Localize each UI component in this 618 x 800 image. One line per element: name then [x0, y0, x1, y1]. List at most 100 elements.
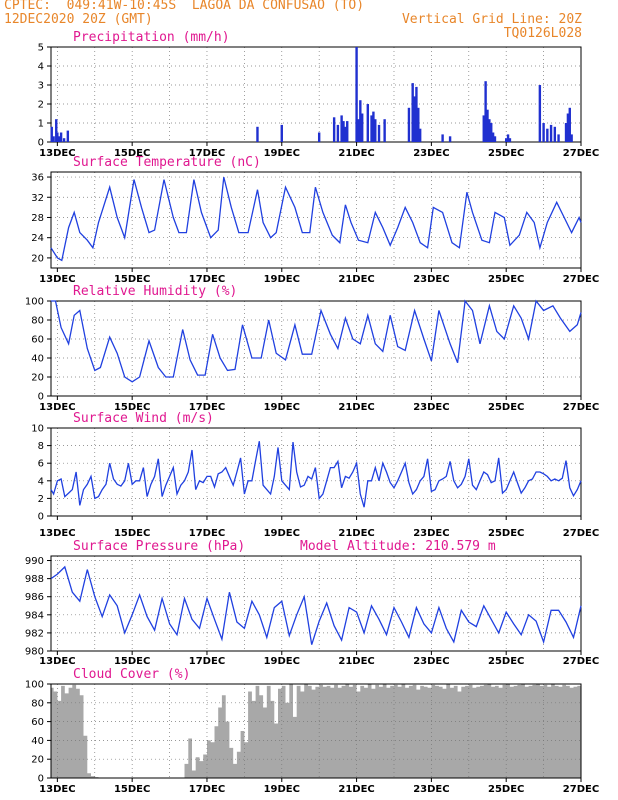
- y-tick-label: 0: [38, 512, 44, 523]
- precipitation-bar: [564, 123, 568, 142]
- x-tick-label: 25DEC: [488, 528, 524, 539]
- precipitation-bar: [490, 123, 493, 142]
- precipitation-bar: [256, 126, 259, 142]
- precipitation-bar: [482, 115, 485, 142]
- panel-frame: [50, 46, 582, 143]
- precipitation-bar: [448, 136, 452, 142]
- y-tick-label: 6: [38, 459, 44, 470]
- panel-frame: [50, 171, 582, 269]
- precipitation-bar: [346, 121, 349, 142]
- precipitation-bar: [52, 136, 55, 142]
- precipitation-bar: [355, 47, 358, 142]
- x-tick-label: 27DEC: [563, 656, 599, 667]
- precipitation-bar: [62, 138, 66, 142]
- x-tick-label: 27DEC: [563, 528, 599, 539]
- precipitation-bar: [418, 128, 422, 142]
- x-tick-label: 25DEC: [488, 656, 524, 667]
- y-tick-label: 10: [31, 424, 44, 435]
- precipitation-bar: [441, 134, 444, 142]
- x-tick-label: 15DEC: [114, 656, 150, 667]
- precipitation-bar: [484, 81, 487, 142]
- precipitation-bar: [342, 121, 345, 142]
- x-tick-label: 25DEC: [488, 274, 524, 285]
- y-tick-label: 8: [38, 441, 44, 452]
- x-tick-label: 15DEC: [114, 148, 150, 159]
- x-tick-label: 27DEC: [563, 148, 599, 159]
- x-tick-label: 23DEC: [413, 402, 449, 413]
- x-tick-label: 21DEC: [338, 148, 374, 159]
- y-tick-label: 990: [25, 556, 44, 567]
- x-tick-label: 17DEC: [189, 528, 225, 539]
- precipitation-bar: [370, 115, 373, 142]
- x-tick-label: 19DEC: [264, 402, 300, 413]
- precipitation-bar: [553, 126, 557, 142]
- x-tick-label: 15DEC: [114, 528, 150, 539]
- y-tick-label: 60: [31, 717, 44, 728]
- x-tick-label: 27DEC: [563, 784, 599, 795]
- x-tick-label: 19DEC: [264, 148, 300, 159]
- y-tick-label: 36: [31, 173, 44, 184]
- y-tick-label: 3: [38, 81, 44, 92]
- precipitation-bar: [55, 119, 58, 142]
- panel-title: Precipitation (mm/h): [73, 30, 230, 45]
- precipitation-bar: [66, 130, 70, 142]
- x-tick-label: 19DEC: [264, 784, 300, 795]
- panel-title: Surface Pressure (hPa): [73, 539, 245, 554]
- precipitation-bar: [411, 83, 414, 142]
- y-tick-label: 5: [38, 43, 44, 54]
- x-tick-label: 27DEC: [563, 402, 599, 413]
- panel-title: Surface Wind (m/s): [73, 411, 214, 426]
- precipitation-bar: [340, 115, 343, 142]
- x-tick-label: 21DEC: [338, 274, 374, 285]
- x-tick-label: 17DEC: [189, 402, 225, 413]
- y-tick-label: 982: [25, 628, 44, 639]
- x-tick-label: 15DEC: [114, 402, 150, 413]
- precipitation-bar: [566, 113, 570, 142]
- header-datetime: 12DEC2020 20Z (GMT): [4, 12, 153, 27]
- y-tick-label: 984: [25, 610, 44, 621]
- y-tick-label: 40: [31, 354, 44, 365]
- precipitation-bar: [50, 126, 53, 142]
- precipitation-bar: [59, 132, 63, 142]
- x-tick-label: 19DEC: [264, 656, 300, 667]
- cloud-cover-area: [51, 684, 581, 778]
- x-tick-label: 25DEC: [488, 148, 524, 159]
- y-tick-label: 988: [25, 574, 44, 585]
- precipitation-bar: [488, 119, 491, 142]
- precipitation-bar: [336, 124, 340, 142]
- y-tick-label: 80: [31, 698, 44, 709]
- x-tick-label: 13DEC: [39, 402, 75, 413]
- y-tick-label: 4: [38, 476, 44, 487]
- precipitation-bar: [407, 107, 411, 142]
- precipitation-bar: [332, 117, 336, 142]
- y-tick-label: 0: [38, 138, 44, 149]
- y-tick-label: 980: [25, 647, 44, 658]
- precipitation-bar: [56, 132, 59, 142]
- y-tick-label: 986: [25, 592, 44, 603]
- x-tick-label: 13DEC: [39, 148, 75, 159]
- precipitation-bar: [508, 138, 512, 142]
- y-tick-label: 20: [31, 373, 44, 384]
- y-tick-label: 32: [31, 193, 44, 204]
- precipitation-bar: [344, 126, 347, 142]
- x-tick-label: 17DEC: [189, 784, 225, 795]
- precipitation-bar: [557, 134, 560, 142]
- header-model-code: TQ0126L028: [503, 26, 582, 41]
- x-tick-label: 23DEC: [413, 784, 449, 795]
- precipitation-bar: [359, 100, 362, 142]
- panel-title: Relative Humidity (%): [73, 284, 237, 299]
- y-tick-label: 20: [31, 755, 44, 766]
- x-tick-label: 19DEC: [264, 274, 300, 285]
- panel-frame: [50, 555, 582, 652]
- x-tick-label: 13DEC: [39, 784, 75, 795]
- x-tick-label: 21DEC: [338, 402, 374, 413]
- precipitation-bar: [377, 124, 381, 142]
- y-tick-label: 20: [31, 253, 44, 264]
- precipitation-bar: [491, 132, 495, 142]
- panel-subtitle: Model Altitude: 210.579 m: [300, 539, 496, 554]
- y-tick-label: 2: [38, 100, 44, 111]
- precipitation-bar: [374, 119, 377, 142]
- x-tick-label: 13DEC: [39, 656, 75, 667]
- x-tick-label: 23DEC: [413, 656, 449, 667]
- panel-frame: [50, 300, 582, 397]
